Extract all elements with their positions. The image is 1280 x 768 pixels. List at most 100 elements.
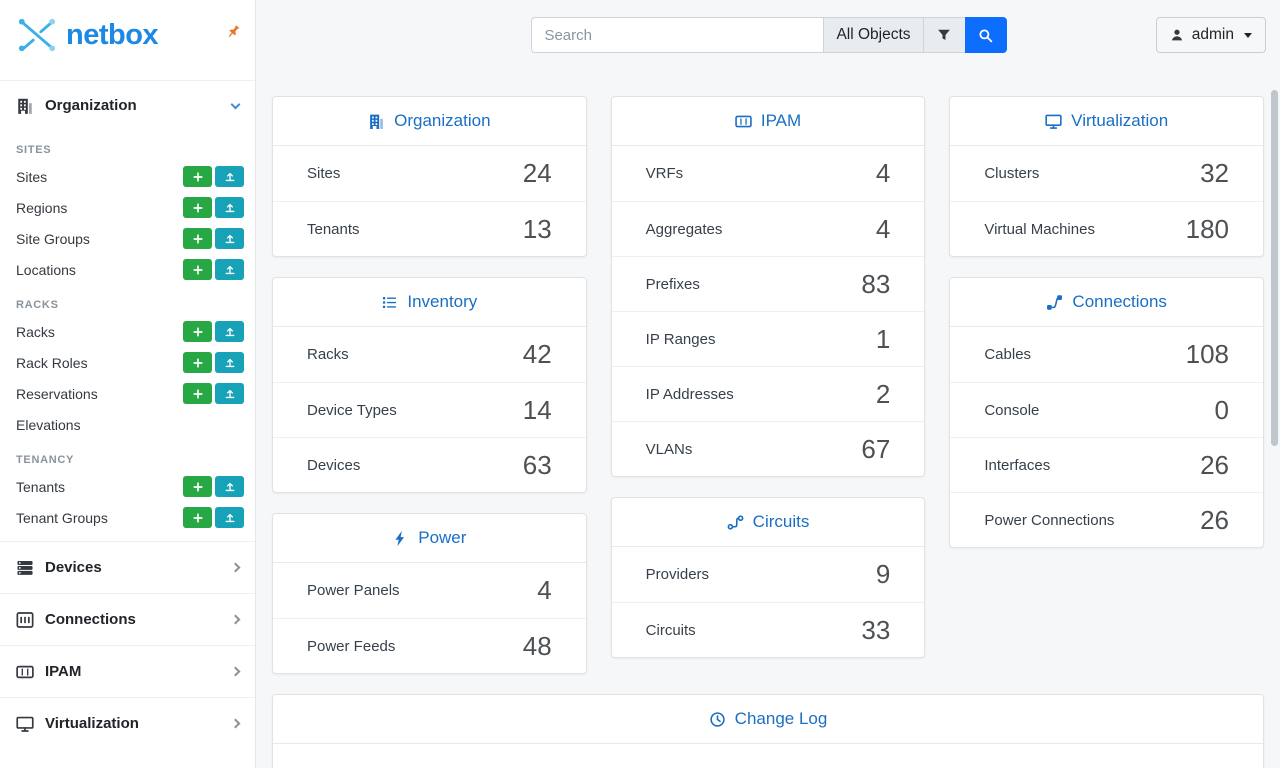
add-button[interactable] [183,507,212,528]
item-actions [183,352,244,373]
search-submit-button[interactable] [964,17,1007,53]
stat-label: Racks [307,346,349,363]
stat-value[interactable]: 32 [1200,158,1230,188]
stat-value[interactable]: 180 [1185,213,1230,244]
stat-value[interactable]: 67 [861,433,891,464]
add-button[interactable] [183,259,212,280]
stat-value[interactable]: 42 [522,339,552,369]
stat-value[interactable]: 9 [875,559,891,589]
stat-value[interactable]: 14 [522,394,552,425]
add-button[interactable] [183,321,212,342]
stat-label: Console [984,401,1040,419]
card-title: Connections [1072,292,1167,311]
changelog-card: Change Log [272,694,1264,768]
add-button[interactable] [183,166,212,187]
import-button[interactable] [215,166,244,187]
stat-value[interactable]: 2 [875,378,891,409]
circuits-card: Circuits Providers 9 Circuits 33 [610,497,926,658]
sidebar-link[interactable]: Sites [16,168,48,185]
search-scope-dropdown[interactable]: All Objects [823,17,923,53]
section-label-tenancy: TENANCY [16,454,75,466]
sidebar-link[interactable]: Locations [16,261,76,278]
stat-value[interactable]: 33 [861,614,891,645]
sidebar-link[interactable]: Tenant Groups [16,509,108,526]
stat-value[interactable]: 4 [875,213,891,244]
sidebar-item-elevations: Elevations [0,409,255,440]
building-icon [16,97,34,115]
group-label: IPAM [45,663,82,680]
stat-value[interactable]: 13 [522,213,552,244]
add-button[interactable] [183,197,212,218]
stat-label: Interfaces [984,456,1051,474]
stat-value[interactable]: 26 [1200,504,1230,535]
import-button[interactable] [215,352,244,373]
item-actions [183,259,244,280]
sidebar-link[interactable]: Reservations [16,385,98,402]
sidebar-link[interactable]: Racks [16,323,55,340]
chevron-right-icon [230,718,241,729]
stat-row: VRFs 4 [612,146,925,201]
scrollbar-thumb[interactable] [1271,90,1278,446]
stat-row: Power Panels 4 [273,563,586,618]
stat-value[interactable]: 63 [522,449,552,480]
sidebar-item-sites: Sites [0,161,255,192]
sidebar-group-header-virtualization[interactable]: Virtualization [0,697,255,749]
sidebar-link[interactable]: Tenants [16,478,66,495]
add-button[interactable] [183,352,212,373]
stat-value[interactable]: 1 [875,323,891,354]
pin-icon[interactable] [226,24,241,39]
sidebar-header: netbox [0,0,255,80]
card-title: Virtualization [1071,111,1169,130]
circuits-card-header: Circuits [611,498,925,547]
server-icon [16,559,34,577]
filter-button[interactable] [922,17,965,53]
stat-label: Sites [307,165,341,182]
bolt-icon [392,530,409,547]
netbox-logo-mark-icon [16,16,58,54]
stat-row: Interfaces 26 [950,437,1264,492]
stat-row: Device Types 14 [273,382,586,437]
sidebar-link[interactable]: Rack Roles [16,354,88,371]
sidebar-group-header-organization[interactable]: Organization [0,80,255,130]
stat-value[interactable]: 4 [875,158,891,188]
connections-card-header: Connections [950,278,1264,327]
stat-label: Power Feeds [307,637,396,655]
import-button[interactable] [215,321,244,342]
sidebar-link[interactable]: Regions [16,199,68,216]
import-button[interactable] [215,383,244,404]
counter-icon [16,663,34,681]
add-button[interactable] [183,383,212,404]
stat-value[interactable]: 26 [1200,449,1230,480]
import-button[interactable] [215,259,244,280]
sidebar-group-header-ipam[interactable]: IPAM [0,645,255,697]
stat-value[interactable]: 83 [861,268,891,299]
sidebar-item-regions: Regions [0,192,255,223]
stat-label: Power Connections [984,511,1115,529]
import-button[interactable] [215,197,244,218]
import-button[interactable] [215,228,244,249]
stat-row: Racks 42 [273,327,586,382]
stat-value[interactable]: 4 [537,575,552,605]
add-button[interactable] [183,476,212,497]
netbox-logo[interactable]: netbox [16,16,159,54]
stat-value[interactable]: 24 [522,158,552,188]
import-button[interactable] [215,476,244,497]
search-input[interactable] [531,17,824,53]
stat-value[interactable]: 48 [522,630,552,661]
import-button[interactable] [215,507,244,528]
add-button[interactable] [183,228,212,249]
stat-row: Console 0 [950,382,1264,437]
stat-label: Power Panels [307,582,400,599]
caret-down-icon [1244,32,1252,38]
sidebar-group-header-devices[interactable]: Devices [0,541,255,593]
stat-value[interactable]: 108 [1185,339,1230,369]
sidebar-item-site-groups: Site Groups [0,223,255,254]
sidebar-group-header-connections[interactable]: Connections [0,593,255,645]
user-menu-button[interactable]: admin [1155,17,1266,53]
sidebar-link[interactable]: Site Groups [16,230,90,247]
stat-row: Cables 108 [950,327,1263,382]
stat-row: VLANs 67 [611,421,925,476]
sidebar-link[interactable]: Elevations [16,416,81,433]
stat-value[interactable]: 0 [1214,394,1230,425]
collapsed-groups: Devices Connections IPAM [0,541,255,749]
